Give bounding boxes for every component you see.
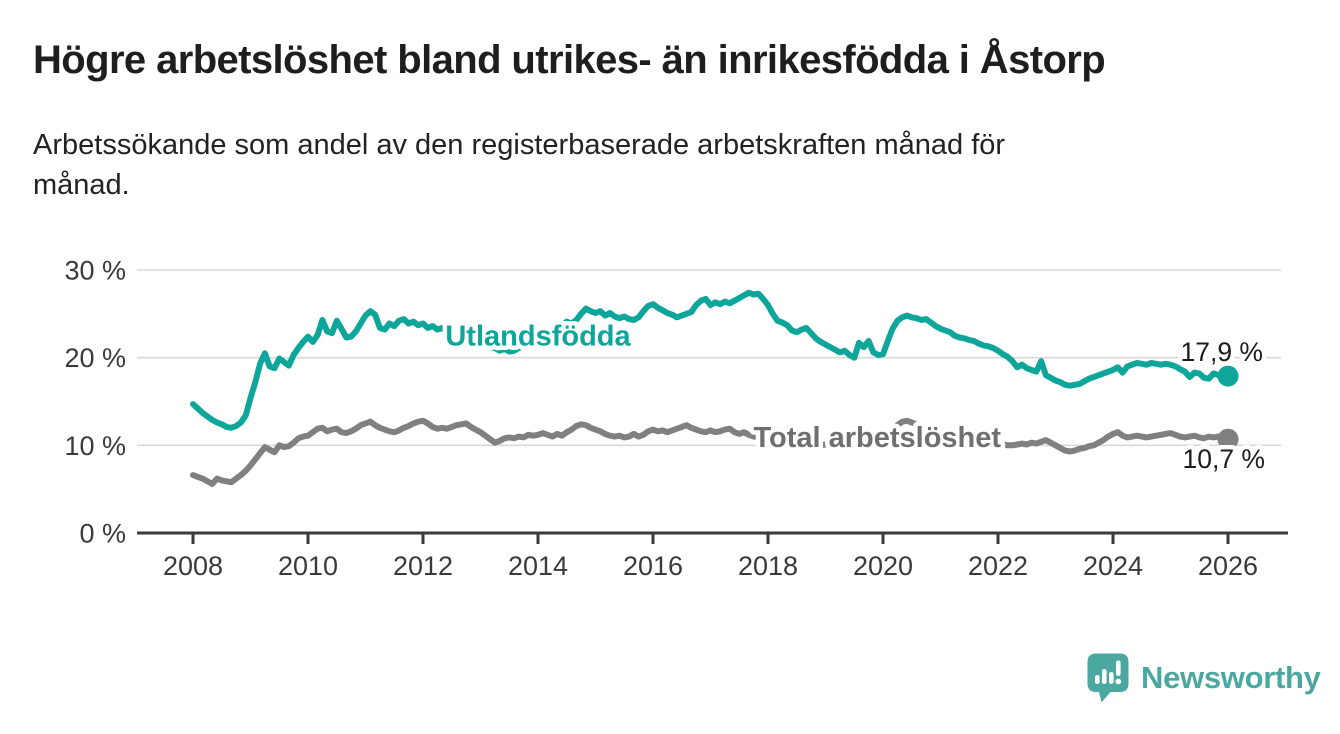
chart-subtitle: Arbetssökande som andel av den registerb…: [33, 125, 1307, 205]
svg-text:10 %: 10 %: [64, 431, 126, 461]
series-end-value-label: 17,9 %: [1180, 337, 1263, 367]
svg-text:2014: 2014: [508, 551, 568, 581]
svg-text:20 %: 20 %: [64, 343, 126, 373]
newsworthy-logo-text: Newsworthy: [1141, 660, 1321, 695]
svg-text:2008: 2008: [163, 551, 223, 581]
series-end-dot: [1217, 365, 1239, 387]
series-line: [190, 289, 1231, 431]
logo-bar-1: [1095, 675, 1100, 684]
series-line: [190, 417, 1231, 487]
series-label: Total arbetslöshet: [753, 422, 1001, 454]
svg-text:2018: 2018: [738, 551, 798, 581]
chart-header: Högre arbetslöshet bland utrikes- än inr…: [0, 38, 1340, 205]
svg-text:2010: 2010: [278, 551, 338, 581]
svg-text:2024: 2024: [1083, 551, 1143, 581]
newsworthy-brand: Newsworthy: [1086, 652, 1321, 704]
speech-bubble-shape: [1087, 653, 1129, 703]
svg-text:2020: 2020: [853, 551, 913, 581]
chart-title: Högre arbetslöshet bland utrikes- än inr…: [33, 38, 1106, 82]
series-total-arbetsl-shet: Total arbetslöshet 10,7 %: [190, 417, 1270, 487]
logo-exclamation-bar: [1116, 660, 1121, 676]
logo-bar-3: [1109, 672, 1114, 684]
chart-subtitle-line2: månad.: [33, 168, 130, 201]
newsworthy-logo-icon: [1086, 652, 1130, 704]
svg-text:2022: 2022: [968, 551, 1028, 581]
series-utlandsf-dda: Utlandsfödda 17,9 %: [190, 289, 1268, 431]
svg-text:30 %: 30 %: [64, 256, 126, 286]
x-axis-labels: 2008 2010 2012 2014 2016 2018 2020 2022 2024 2026: [163, 551, 1258, 581]
svg-text:2012: 2012: [393, 551, 453, 581]
svg-text:0 %: 0 %: [79, 519, 126, 549]
logo-bar-2: [1102, 669, 1107, 684]
logo-exclamation-dot: [1115, 678, 1122, 685]
series-end-value-label: 10,7 %: [1182, 444, 1265, 474]
series-label: Utlandsfödda: [445, 320, 631, 352]
x-axis: [137, 531, 1288, 544]
y-axis-labels: 0 % 10 % 20 % 30 %: [64, 256, 126, 549]
svg-text:2026: 2026: [1198, 551, 1258, 581]
series-end-dot: [1217, 428, 1239, 450]
svg-text:2016: 2016: [623, 551, 683, 581]
chart-subtitle-line1: Arbetssökande som andel av den registerb…: [33, 128, 1006, 161]
gridlines: [137, 269, 1281, 447]
